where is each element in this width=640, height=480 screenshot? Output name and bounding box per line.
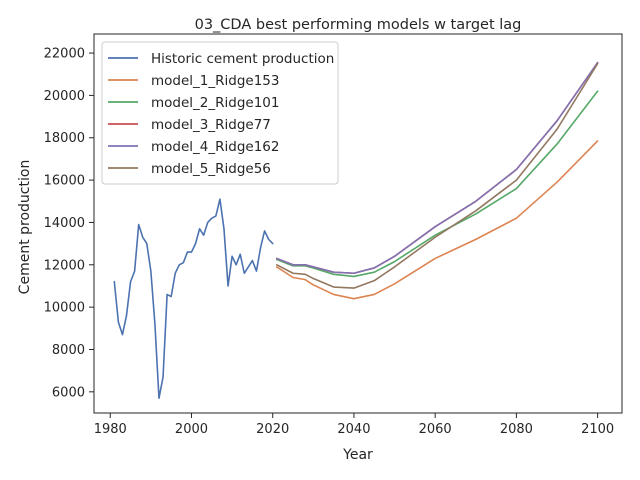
y-tick-label: 8000 [52, 343, 85, 358]
legend-label: Historic cement production [151, 51, 334, 67]
legend-label: model_4_Ridge162 [151, 139, 279, 155]
legend-label: model_2_Ridge101 [151, 95, 279, 111]
series-layer [113, 61, 599, 399]
x-tick-label: 1980 [94, 422, 127, 437]
y-tick-label: 6000 [52, 385, 85, 400]
y-tick-label: 18000 [44, 131, 85, 146]
legend-box [101, 41, 339, 185]
y-tick-label: 14000 [44, 216, 85, 231]
x-tick-label: 2020 [256, 422, 289, 437]
axis-ticks: 1980 2000 2020 2040 2060 2080 2100 6000 8000 1000… [44, 47, 615, 437]
series-line-3 [275, 90, 599, 278]
legend-label: model_5_Ridge56 [151, 161, 271, 177]
x-tick-label: 2060 [419, 422, 452, 437]
y-tick-label: 22000 [44, 47, 85, 62]
series-line-1 [113, 198, 274, 399]
series-line-5 [275, 61, 599, 275]
chart-title: 03_CDA best performing models w target l… [195, 17, 522, 33]
y-tick-label: 12000 [44, 258, 85, 273]
y-axis-title: Cement production [17, 160, 33, 295]
y-tick-label: 20000 [44, 89, 85, 104]
x-tick-label: 2000 [175, 422, 208, 437]
x-axis-title: Year [342, 447, 373, 463]
x-tick-label: 2040 [337, 422, 370, 437]
y-tick-label: 10000 [44, 301, 85, 316]
legend-label: model_1_Ridge153 [151, 73, 279, 89]
x-tick-label: 2080 [500, 422, 533, 437]
y-tick-label: 16000 [44, 174, 85, 189]
x-tick-label: 2100 [581, 422, 614, 437]
series-line-2 [275, 140, 599, 300]
legend-label: model_3_Ridge77 [151, 117, 271, 133]
series-line-6 [275, 62, 599, 289]
legend: Historic cement production model_1_Ridge1… [101, 41, 339, 185]
